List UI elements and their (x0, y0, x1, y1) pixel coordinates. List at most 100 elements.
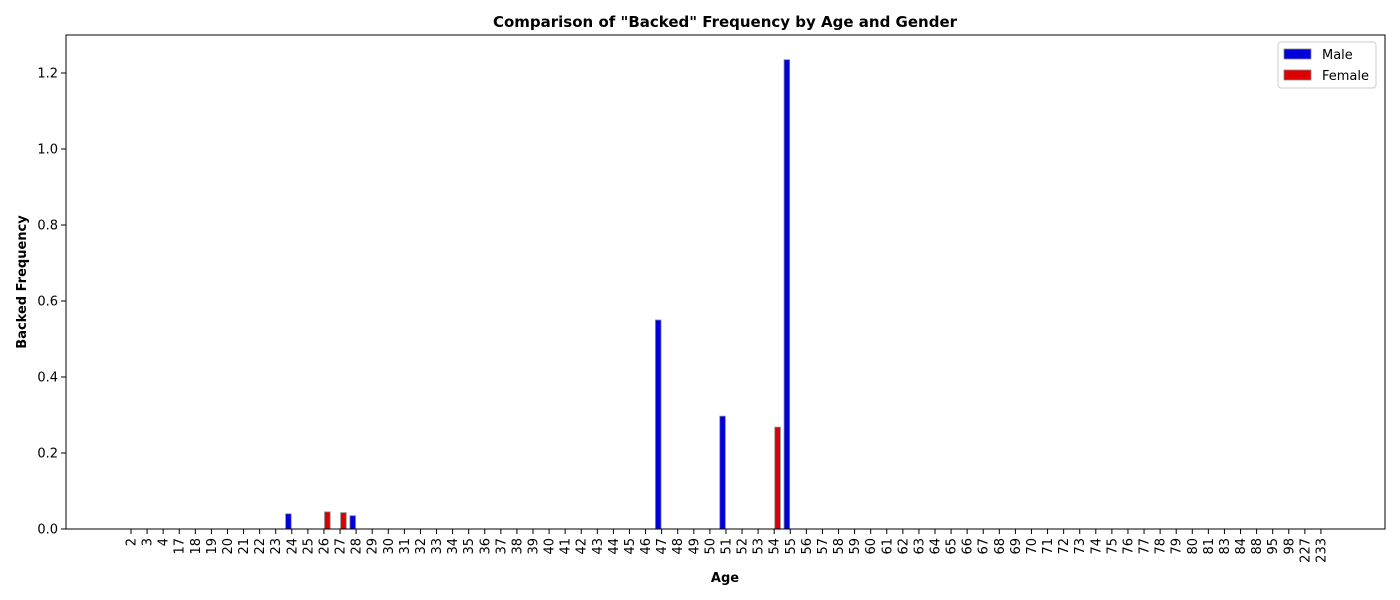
x-tick-label: 44 (607, 538, 622, 555)
y-tick-label: 0.4 (37, 371, 58, 386)
x-tick-label: 24 (285, 538, 300, 555)
x-tick-label: 36 (478, 538, 493, 555)
x-tick-label: 18 (189, 538, 204, 555)
x-tick-label: 66 (961, 538, 976, 555)
x-tick-label: 20 (221, 538, 236, 555)
x-tick-label: 40 (543, 538, 558, 555)
y-axis-title: Backed Frequency (15, 215, 30, 349)
x-tick-label: 48 (671, 538, 686, 555)
x-tick-label: 98 (1282, 538, 1297, 555)
x-tick-label: 65 (945, 538, 960, 555)
x-tick-label: 4 (157, 538, 172, 546)
x-tick-label: 78 (1154, 538, 1169, 555)
x-tick-label: 75 (1105, 538, 1120, 555)
x-tick-label: 35 (462, 538, 477, 555)
axis-ticks: 0.00.20.40.60.81.01.22 3 4 17 18 19 20 21 22 23 24… (37, 67, 1329, 563)
x-tick-label: 37 (494, 538, 509, 555)
x-tick-label: 43 (591, 538, 606, 555)
x-tick-label: 83 (1218, 538, 1233, 555)
chart-title: Comparison of "Backed" Frequency by Age … (493, 13, 958, 31)
x-tick-label: 71 (1041, 538, 1056, 555)
x-tick-label: 17 (173, 538, 188, 555)
x-tick-label: 3 (141, 538, 156, 546)
x-tick-label: 26 (317, 538, 332, 555)
x-tick-label: 34 (446, 538, 461, 555)
x-tick-label: 81 (1202, 538, 1217, 555)
x-tick-label: 58 (832, 538, 847, 555)
x-tick-label: 50 (703, 538, 718, 555)
x-tick-label: 72 (1057, 538, 1072, 555)
bar-female-age-27 (340, 512, 347, 530)
y-tick-label: 1.2 (37, 67, 58, 82)
x-tick-label: 69 (1009, 538, 1024, 555)
x-tick-label: 52 (736, 538, 751, 555)
x-tick-label: 49 (687, 538, 702, 555)
x-tick-label: 41 (559, 538, 574, 555)
legend-label-male: Male (1322, 48, 1353, 63)
y-tick-label: 1.0 (37, 143, 58, 158)
x-tick-label: 53 (752, 538, 767, 555)
x-tick-label: 70 (1025, 538, 1040, 555)
x-tick-label: 74 (1089, 538, 1104, 555)
x-tick-label: 54 (768, 538, 783, 555)
x-tick-label: 55 (784, 538, 799, 555)
x-tick-label: 31 (398, 538, 413, 555)
x-tick-label: 51 (719, 538, 734, 555)
x-tick-label: 61 (880, 538, 895, 555)
x-tick-label: 38 (510, 538, 525, 555)
bar-female-age-54 (774, 426, 781, 530)
x-tick-label: 21 (237, 538, 252, 555)
x-tick-label: 29 (366, 538, 381, 555)
x-tick-label: 22 (253, 538, 268, 555)
y-tick-label: 0.2 (37, 447, 58, 462)
bars (285, 59, 791, 530)
x-tick-label: 39 (527, 538, 542, 555)
x-tick-label: 27 (334, 538, 349, 555)
x-tick-label: 28 (350, 538, 365, 555)
x-tick-label: 62 (896, 538, 911, 555)
x-tick-label: 77 (1138, 538, 1153, 555)
bar-male-age-28 (349, 515, 356, 530)
x-tick-label: 68 (993, 538, 1008, 555)
plot-frame (65, 34, 1386, 530)
x-tick-label: 56 (800, 538, 815, 555)
legend: Male Female (1277, 41, 1377, 89)
bar-male-age-51 (719, 415, 726, 530)
y-tick-label: 0.0 (37, 523, 58, 538)
x-tick-label: 227 (1298, 538, 1313, 563)
x-tick-label: 57 (816, 538, 831, 555)
x-tick-label: 30 (382, 538, 397, 555)
x-tick-label: 60 (864, 538, 879, 555)
x-tick-label: 42 (575, 538, 590, 555)
x-tick-label: 25 (301, 538, 316, 555)
x-tick-label: 80 (1186, 538, 1201, 555)
x-tick-label: 95 (1266, 538, 1281, 555)
x-tick-label: 63 (912, 538, 927, 555)
x-tick-label: 59 (848, 538, 863, 555)
bar-male-age-55 (783, 59, 791, 530)
y-tick-label: 0.6 (37, 295, 58, 310)
x-tick-label: 47 (655, 538, 670, 555)
x-tick-label: 23 (269, 538, 284, 555)
x-tick-label: 79 (1170, 538, 1185, 555)
x-tick-label: 73 (1073, 538, 1088, 555)
x-tick-label: 67 (977, 538, 992, 555)
legend-swatch-female (1283, 69, 1312, 81)
x-axis-title: Age (711, 571, 739, 586)
x-tick-label: 33 (430, 538, 445, 555)
x-tick-label: 2 (125, 538, 140, 546)
x-tick-label: 19 (205, 538, 220, 555)
x-tick-label: 46 (639, 538, 654, 555)
x-tick-label: 88 (1250, 538, 1265, 555)
x-tick-label: 233 (1314, 538, 1329, 563)
legend-swatch-male (1283, 48, 1312, 60)
legend-label-female: Female (1322, 69, 1369, 84)
x-tick-label: 45 (623, 538, 638, 555)
y-tick-label: 0.8 (37, 219, 58, 234)
x-tick-label: 64 (929, 538, 944, 555)
x-tick-label: 84 (1234, 538, 1249, 555)
x-tick-label: 32 (414, 538, 429, 555)
bar-female-age-26 (324, 511, 331, 530)
